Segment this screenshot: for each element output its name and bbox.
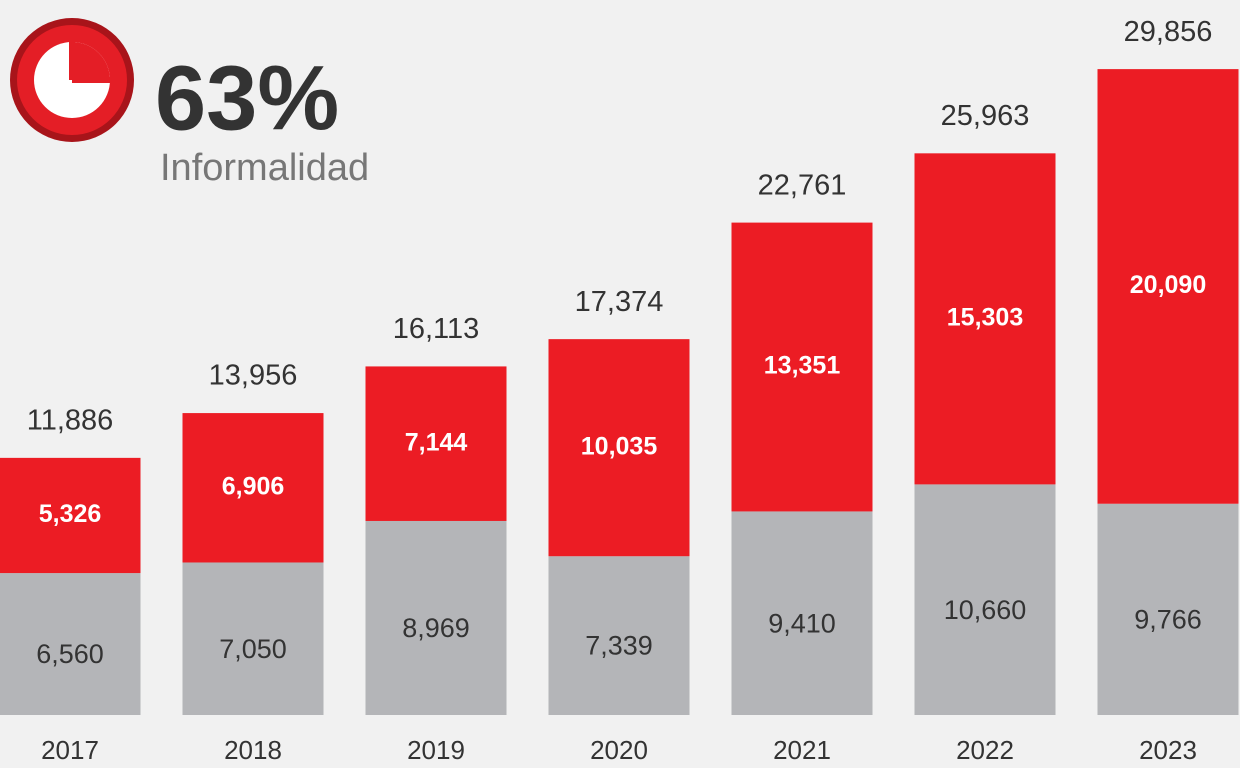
x-tick-label: 2019 <box>407 735 465 765</box>
value-label: 7,050 <box>219 634 287 664</box>
bar-segment <box>1097 69 1239 504</box>
bar-segment <box>731 222 873 512</box>
value-label: 13,351 <box>764 352 841 380</box>
bar-segment <box>914 153 1056 485</box>
value-label: 9,410 <box>768 608 836 638</box>
value-label: 7,339 <box>585 631 653 661</box>
bar-segment <box>0 573 141 715</box>
value-label: 9,766 <box>1134 604 1202 634</box>
headline-figure: 63% <box>155 47 339 149</box>
value-label: 15,303 <box>947 303 1023 331</box>
bar-segment <box>0 457 141 574</box>
pie-icon <box>10 18 134 142</box>
x-tick-label: 2017 <box>41 735 99 765</box>
value-label: 20,090 <box>1130 271 1206 299</box>
bar-segment <box>914 484 1056 715</box>
value-label: 10,660 <box>944 595 1027 625</box>
bar-segment <box>548 339 690 557</box>
x-tick-label: 2020 <box>590 735 648 765</box>
bar-segment <box>182 562 324 715</box>
total-label: 17,374 <box>575 286 664 318</box>
bar-segment <box>182 413 324 563</box>
total-label: 29,856 <box>1124 16 1213 48</box>
total-label: 22,761 <box>758 169 847 201</box>
bar-segment <box>731 511 873 715</box>
total-label: 13,956 <box>209 360 298 392</box>
bar-segment <box>548 556 690 715</box>
headline-label: Informalidad <box>160 147 369 189</box>
bar-segment <box>365 520 507 715</box>
bar-segment <box>365 366 507 521</box>
total-label: 25,963 <box>941 100 1030 132</box>
value-label: 10,035 <box>581 432 658 460</box>
x-tick-label: 2021 <box>773 735 831 765</box>
bar-segment <box>1097 503 1239 715</box>
x-tick-label: 2018 <box>224 735 282 765</box>
x-tick-label: 2023 <box>1139 735 1197 765</box>
value-label: 6,906 <box>222 472 285 500</box>
value-label: 6,560 <box>36 639 104 669</box>
total-label: 11,886 <box>27 405 114 437</box>
value-label: 5,326 <box>39 500 102 528</box>
value-label: 8,969 <box>402 613 470 643</box>
total-label: 16,113 <box>393 313 480 345</box>
x-tick-label: 2022 <box>956 735 1014 765</box>
value-label: 7,144 <box>405 428 468 456</box>
